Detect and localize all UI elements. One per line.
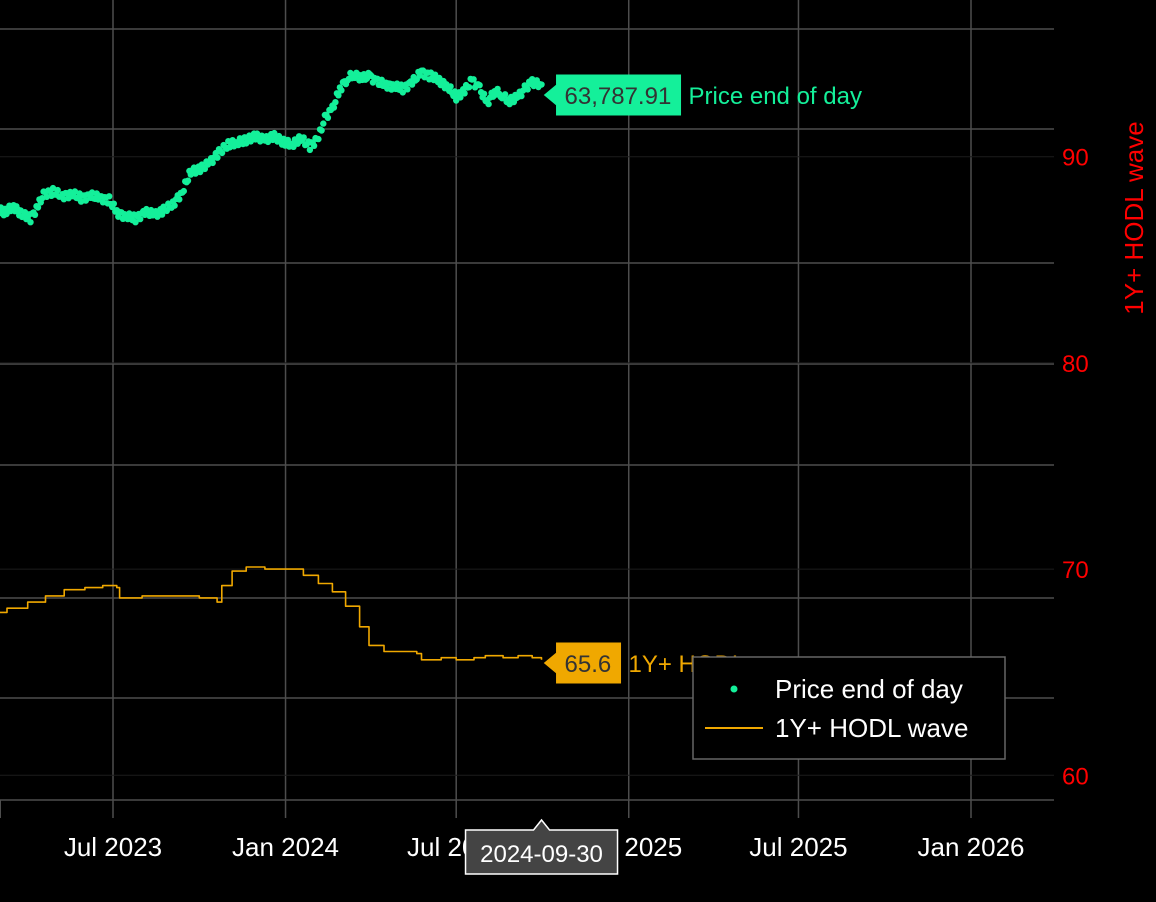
price-point[interactable] (171, 202, 178, 209)
price-point[interactable] (470, 76, 477, 83)
price-point[interactable] (209, 159, 216, 167)
price-point[interactable] (518, 92, 525, 100)
price-point[interactable] (132, 219, 139, 226)
price-point[interactable] (404, 86, 411, 93)
price-point[interactable] (335, 92, 342, 99)
price-point[interactable] (399, 89, 406, 96)
x-tick-label-5: Jan 2026 (918, 832, 1025, 862)
price-point[interactable] (447, 83, 454, 90)
price-point[interactable] (137, 215, 144, 223)
price-point[interactable] (315, 135, 322, 143)
y2-tick-label-1: 70 (1062, 557, 1089, 584)
hover-x-date: 2024-09-30 (480, 841, 603, 868)
price-point[interactable] (82, 197, 90, 204)
y2-tick-label-0: 60 (1062, 763, 1089, 790)
y2-gridlines (0, 156, 1054, 776)
primary-gridlines (0, 28, 1054, 801)
price-point[interactable] (324, 114, 332, 122)
series-hodl-wave[interactable] (0, 566, 543, 661)
series-price-end-of-day[interactable] (0, 67, 545, 242)
y2-tick-label-2: 80 (1062, 351, 1089, 378)
price-point[interactable] (54, 186, 61, 194)
price-point[interactable] (218, 149, 226, 157)
legend[interactable]: Price end of day 1Y+ HODL wave (692, 656, 1006, 760)
legend-label-hodl[interactable]: 1Y+ HODL wave (775, 713, 968, 743)
legend-box (692, 656, 1006, 760)
price-point[interactable] (485, 100, 492, 108)
price-point[interactable] (176, 196, 183, 203)
price-point[interactable] (332, 99, 339, 106)
hover-x-label: 2024-09-30 (464, 818, 619, 875)
price-point[interactable] (184, 177, 192, 184)
hover-label-price: 63,787.91 Price end of day (543, 74, 862, 116)
price-point[interactable] (310, 142, 318, 149)
price-point[interactable] (330, 104, 338, 111)
price-point[interactable] (214, 154, 221, 161)
y2-axis-ticks: 60 70 80 90 (1062, 145, 1089, 791)
hover-hodl-value: 65.6 (565, 651, 612, 678)
price-point[interactable] (457, 94, 464, 101)
price-point[interactable] (461, 90, 468, 97)
price-point[interactable] (318, 127, 325, 134)
hodl-wave-line[interactable] (0, 566, 543, 661)
price-point[interactable] (106, 193, 113, 200)
price-point[interactable] (110, 200, 118, 207)
x-tick-label-0: Jul 2023 (64, 832, 162, 862)
price-point[interactable] (465, 84, 473, 91)
price-point[interactable] (31, 211, 39, 218)
hover-price-name: Price end of day (689, 83, 862, 110)
price-point[interactable] (338, 87, 345, 94)
price-point[interactable] (320, 120, 327, 127)
x-axis-ticks: Jul 2023 Jan 2024 Jul 2024 Jan 2025 Jul 2025… (0, 800, 1024, 862)
legend-label-price[interactable]: Price end of day (775, 674, 963, 704)
price-point[interactable] (538, 81, 545, 88)
price-point[interactable] (306, 146, 314, 154)
price-point[interactable] (34, 204, 42, 211)
price-point[interactable] (180, 187, 187, 195)
hover-price-value: 63,787.91 (565, 83, 672, 110)
price-point[interactable] (300, 134, 307, 141)
price-point[interactable] (501, 91, 509, 98)
price-point[interactable] (524, 86, 531, 93)
price-point[interactable] (494, 85, 501, 93)
x-tick-label-4: Jul 2025 (749, 832, 847, 862)
x-tick-label-1: Jan 2024 (232, 832, 339, 862)
price-point[interactable] (27, 219, 34, 226)
price-point[interactable] (476, 82, 483, 89)
legend-marker-price (730, 685, 738, 693)
y2-axis-title: 1Y+ HODL wave (1119, 121, 1149, 314)
y2-tick-label-3: 90 (1062, 145, 1089, 172)
price-point[interactable] (480, 90, 488, 98)
